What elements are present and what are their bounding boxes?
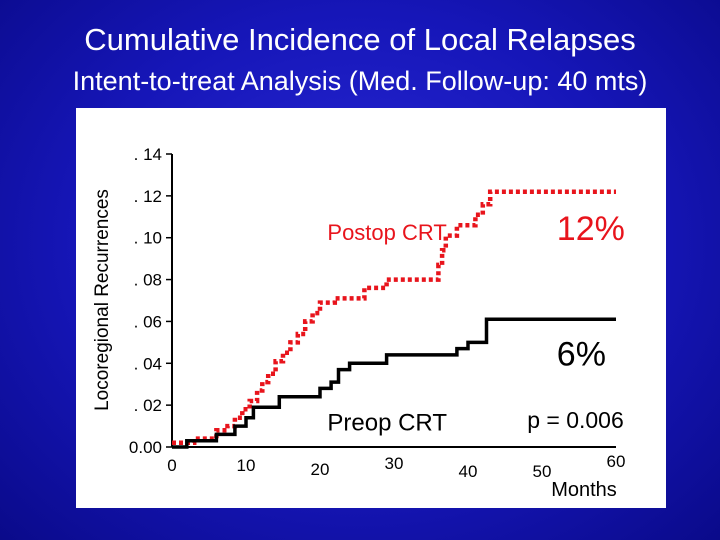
y-tick-label: 0.00 [129,438,162,457]
x-tick-label: 60 [607,452,626,471]
y-tick-label: . 10 [134,229,162,248]
y-tick-label: . 04 [134,354,162,373]
series-layer [172,189,616,449]
y-tick-label: . 02 [134,396,162,415]
slide-title: Cumulative Incidence of Local Relapses [84,22,636,57]
annotation-layer: Postop CRT 12% 6% Preop CRT p = 0.006 [327,210,624,436]
x-tick-label: 10 [237,456,256,475]
x-tick-label: 30 [385,454,404,473]
y-tick-label: . 14 [134,145,162,164]
annotation-label: Postop CRT [327,220,446,245]
annotation-label: 6% [557,335,606,373]
x-tick-label: 20 [311,460,330,479]
y-tick-label: . 08 [134,271,162,290]
y-tick-label: . 12 [134,187,162,206]
x-tick-label: 50 [533,462,552,481]
series-line-postop-crt [172,189,616,446]
annotation-label: p = 0.006 [527,407,624,433]
series-line-preop-crt [172,317,616,449]
y-axis-label: Locoregional Recurrences [92,189,113,411]
annotation-label: 12% [557,210,625,248]
annotation-label: Preop CRT [327,409,447,436]
x-tick-label: 40 [459,462,478,481]
slide-subtitle: Intent-to-treat Analysis (Med. Follow-up… [72,66,648,96]
x-axis-label: Months [551,479,617,501]
chart-axes: 0.00 . 02 . 04 . 06 . 08 . 10 . 12 . 14 0 10 20 30 4… [129,145,626,481]
x-tick-label: 0 [167,456,176,475]
y-tick-label: . 06 [134,312,162,331]
